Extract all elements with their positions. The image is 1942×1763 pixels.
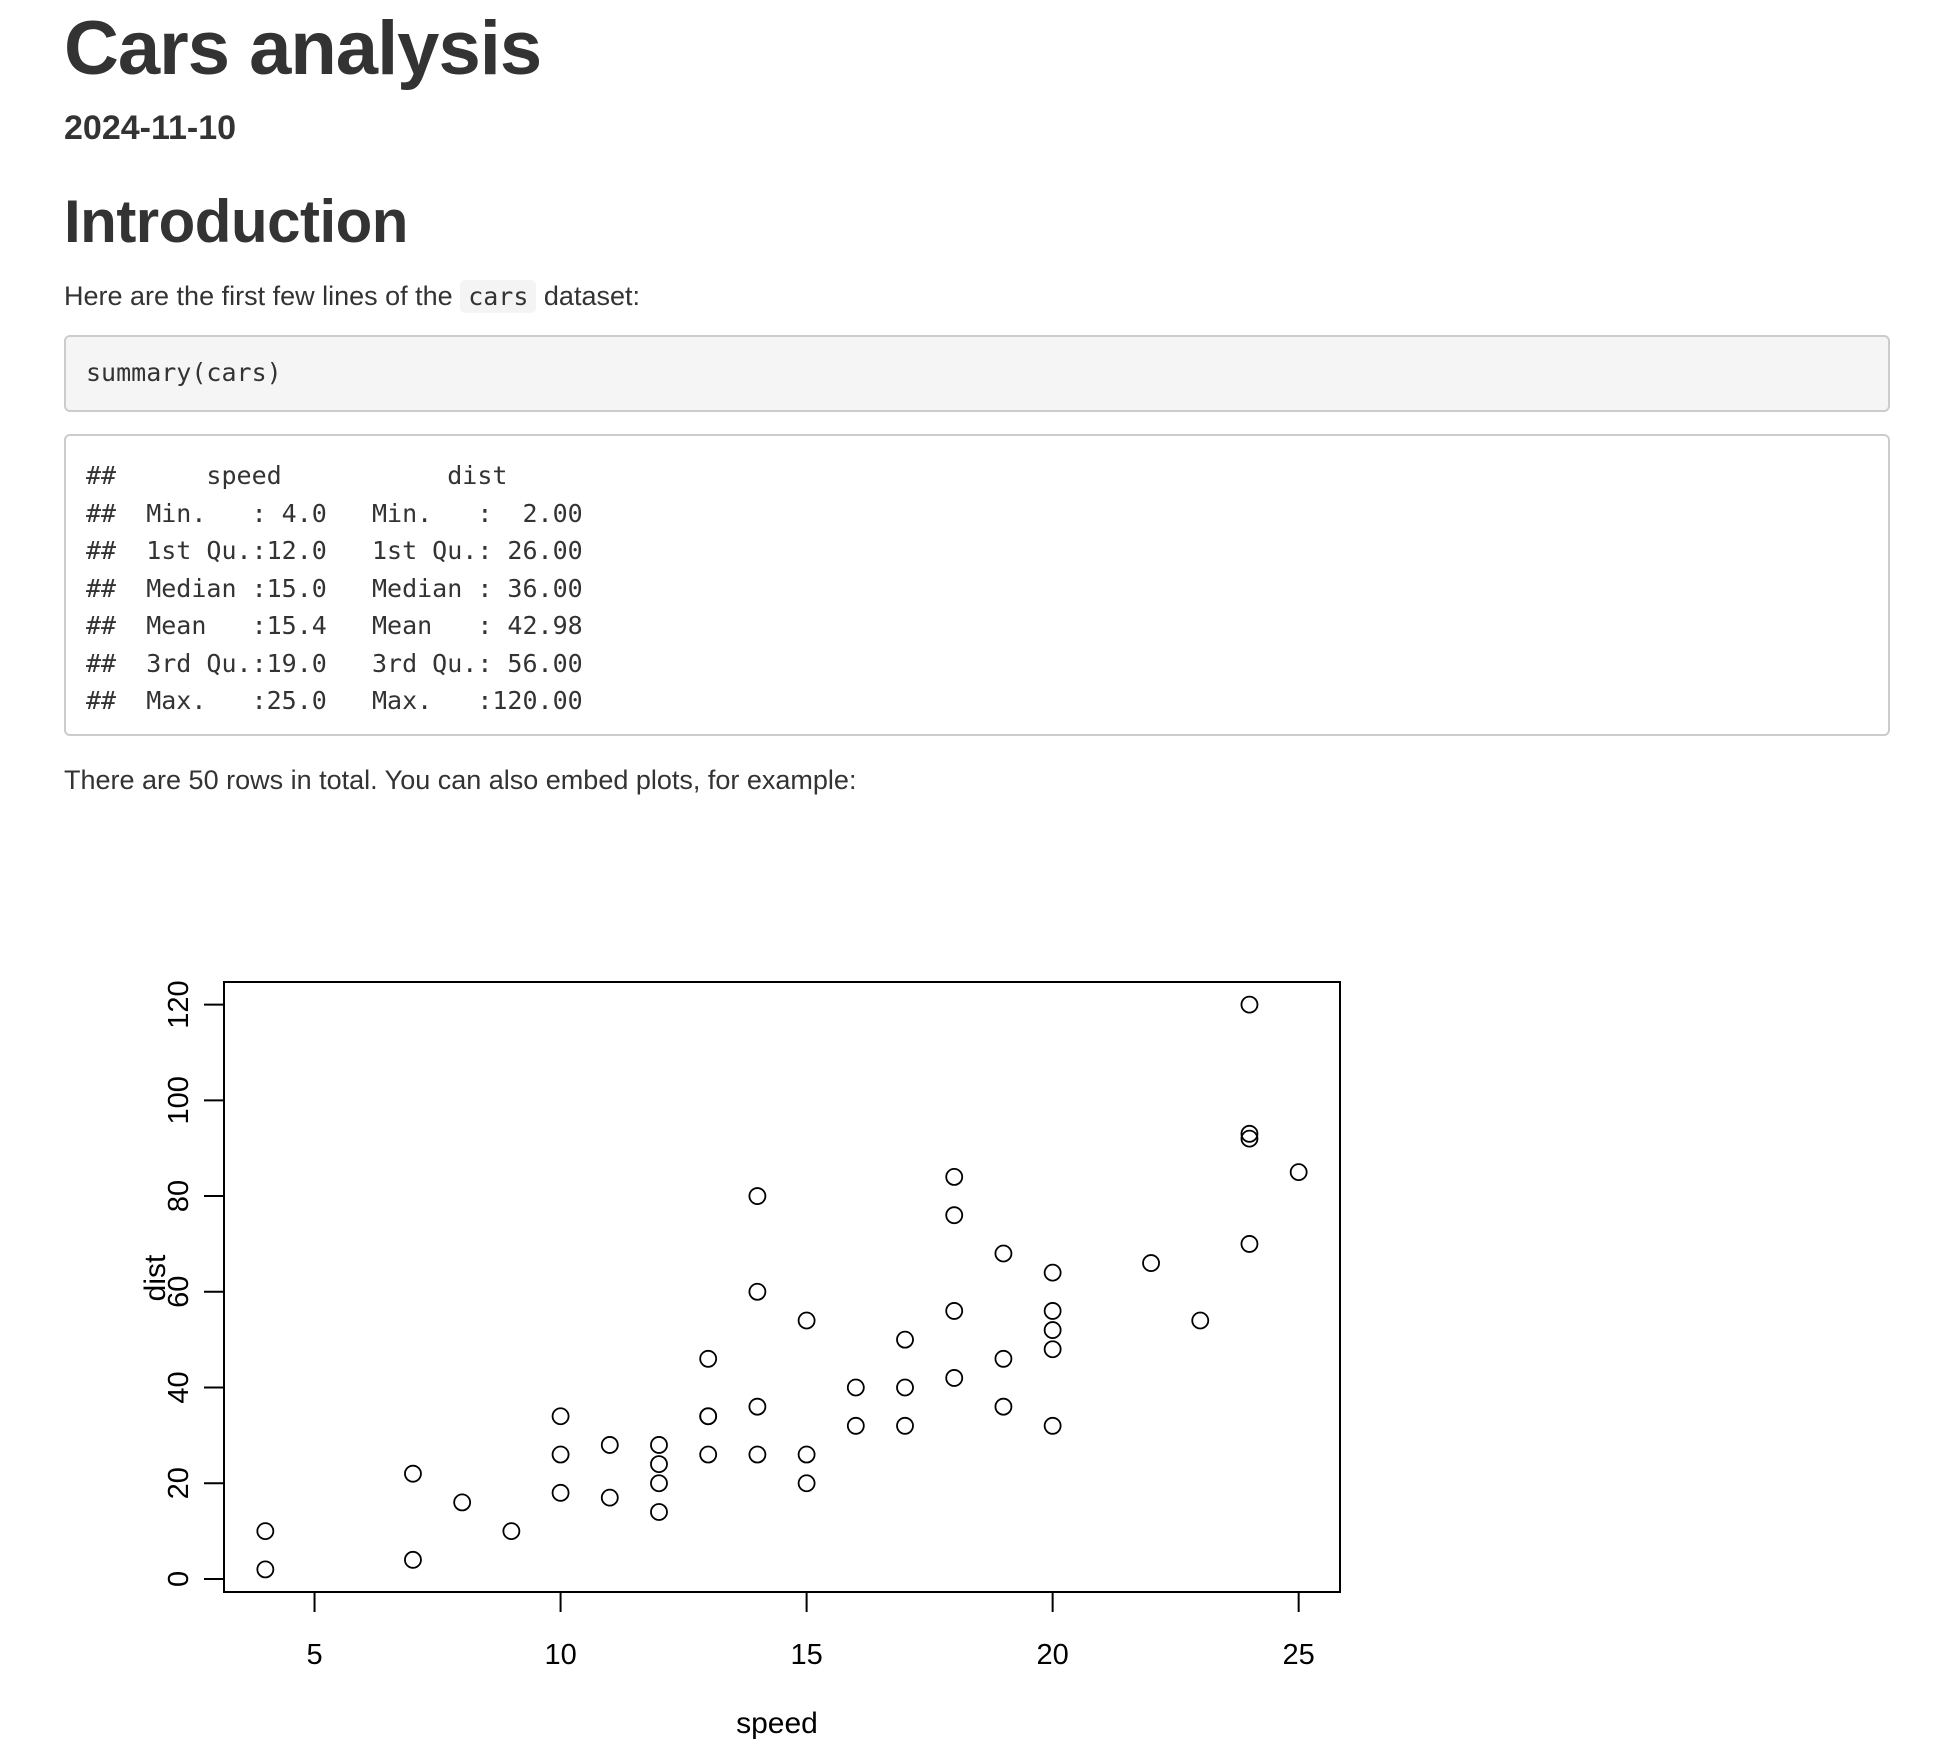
points	[256, 995, 1308, 1579]
data-point	[896, 1378, 914, 1397]
data-point	[600, 1488, 619, 1507]
axes: 5 10 15 20 25 0 20 40 60 80 100 120	[163, 980, 1341, 1671]
code-source-block: summary(cars)	[64, 335, 1890, 412]
y-tick-label: 20	[163, 1467, 195, 1499]
data-point	[748, 1187, 767, 1205]
data-point	[551, 1445, 570, 1464]
data-point	[256, 1522, 275, 1541]
y-tick-label: 0	[163, 1571, 195, 1587]
section-heading-introduction: Introduction	[64, 188, 408, 255]
output-line: ## 1st Qu.:12.0 1st Qu.: 26.00	[86, 536, 613, 565]
data-point	[256, 1560, 275, 1579]
data-point	[945, 1206, 964, 1225]
y-tick-label: 80	[163, 1180, 195, 1212]
data-point	[650, 1503, 668, 1521]
x-tick-label: 10	[544, 1639, 576, 1671]
output-line: ## Mean :15.4 Mean : 42.98	[86, 611, 613, 640]
data-point	[797, 1311, 816, 1330]
data-point	[1043, 1416, 1062, 1435]
data-point	[600, 1436, 619, 1454]
intro-paragraph: Here are the first few lines of the cars…	[64, 278, 640, 315]
data-point	[748, 1282, 767, 1301]
data-point	[502, 1522, 521, 1541]
code-output-block: ## speed dist ## Min. : 4.0 Min. : 2.00 …	[64, 434, 1890, 736]
output-line: ## 3rd Qu.:19.0 3rd Qu.: 56.00	[86, 648, 613, 678]
data-point	[945, 1168, 964, 1186]
plot-frame	[223, 981, 1341, 1593]
data-point	[1240, 1235, 1259, 1253]
data-point	[551, 1483, 570, 1502]
data-point	[994, 1349, 1013, 1368]
page-title: Cars analysis	[64, 6, 542, 91]
data-point	[797, 1474, 816, 1493]
output-line: ## speed dist	[86, 461, 613, 490]
document-date: 2024-11-10	[64, 109, 237, 147]
data-point	[650, 1474, 668, 1493]
data-point	[748, 1445, 767, 1464]
output-line: ## Max. :25.0 Max. :120.00	[86, 686, 613, 715]
data-point	[748, 1397, 767, 1416]
data-point	[1240, 995, 1259, 1014]
output-line: ## Min. : 4.0 Min. : 2.00	[86, 498, 613, 528]
outro-paragraph: There are 50 rows in total. You can also…	[64, 765, 857, 795]
data-point	[945, 1369, 964, 1387]
y-axis-label: dist	[139, 1254, 172, 1301]
data-point	[1043, 1321, 1062, 1339]
data-point	[994, 1397, 1013, 1416]
output-line: ## Median :15.0 Median : 36.00	[86, 573, 613, 603]
data-point	[1289, 1163, 1308, 1182]
scatter-plot: 5 10 15 20 25 0 20 40 60 80 100 120 speed dist	[64, 940, 1364, 1763]
intro-text-before: Here are the first few lines of the	[64, 281, 461, 311]
data-point	[896, 1416, 914, 1435]
data-point	[650, 1436, 668, 1454]
data-point	[699, 1445, 718, 1464]
data-point	[797, 1445, 816, 1464]
data-point	[1240, 1129, 1259, 1148]
data-point	[699, 1349, 718, 1368]
x-tick-label: 5	[306, 1639, 322, 1671]
data-point	[404, 1550, 422, 1569]
data-point	[846, 1416, 865, 1435]
x-tick-label: 25	[1283, 1639, 1315, 1671]
scatter-plot-svg: 5 10 15 20 25 0 20 40 60 80 100 120 speed dist	[139, 980, 1341, 1740]
data-point	[453, 1493, 472, 1512]
y-tick-label: 60	[163, 1276, 195, 1308]
data-point	[896, 1330, 914, 1349]
x-tick-label: 15	[790, 1639, 822, 1671]
y-tick-label: 40	[163, 1371, 195, 1403]
x-tick-label: 20	[1037, 1639, 1069, 1671]
data-point	[1240, 1124, 1259, 1143]
y-tick-label: 100	[163, 1076, 195, 1124]
data-point	[1043, 1302, 1062, 1320]
data-point	[404, 1464, 422, 1483]
data-point	[994, 1244, 1013, 1263]
data-point	[699, 1407, 718, 1426]
data-point	[551, 1407, 570, 1426]
intro-text-after: dataset:	[536, 281, 640, 311]
data-point	[1043, 1340, 1062, 1359]
data-point	[846, 1378, 865, 1397]
inline-code-cars: cars	[460, 280, 537, 313]
data-point	[1142, 1254, 1160, 1272]
data-point	[1191, 1311, 1210, 1330]
data-point	[945, 1302, 964, 1320]
x-axis-label: speed	[736, 1707, 818, 1740]
y-tick-label: 120	[163, 980, 195, 1028]
data-point	[1043, 1263, 1062, 1282]
data-point	[650, 1455, 668, 1474]
